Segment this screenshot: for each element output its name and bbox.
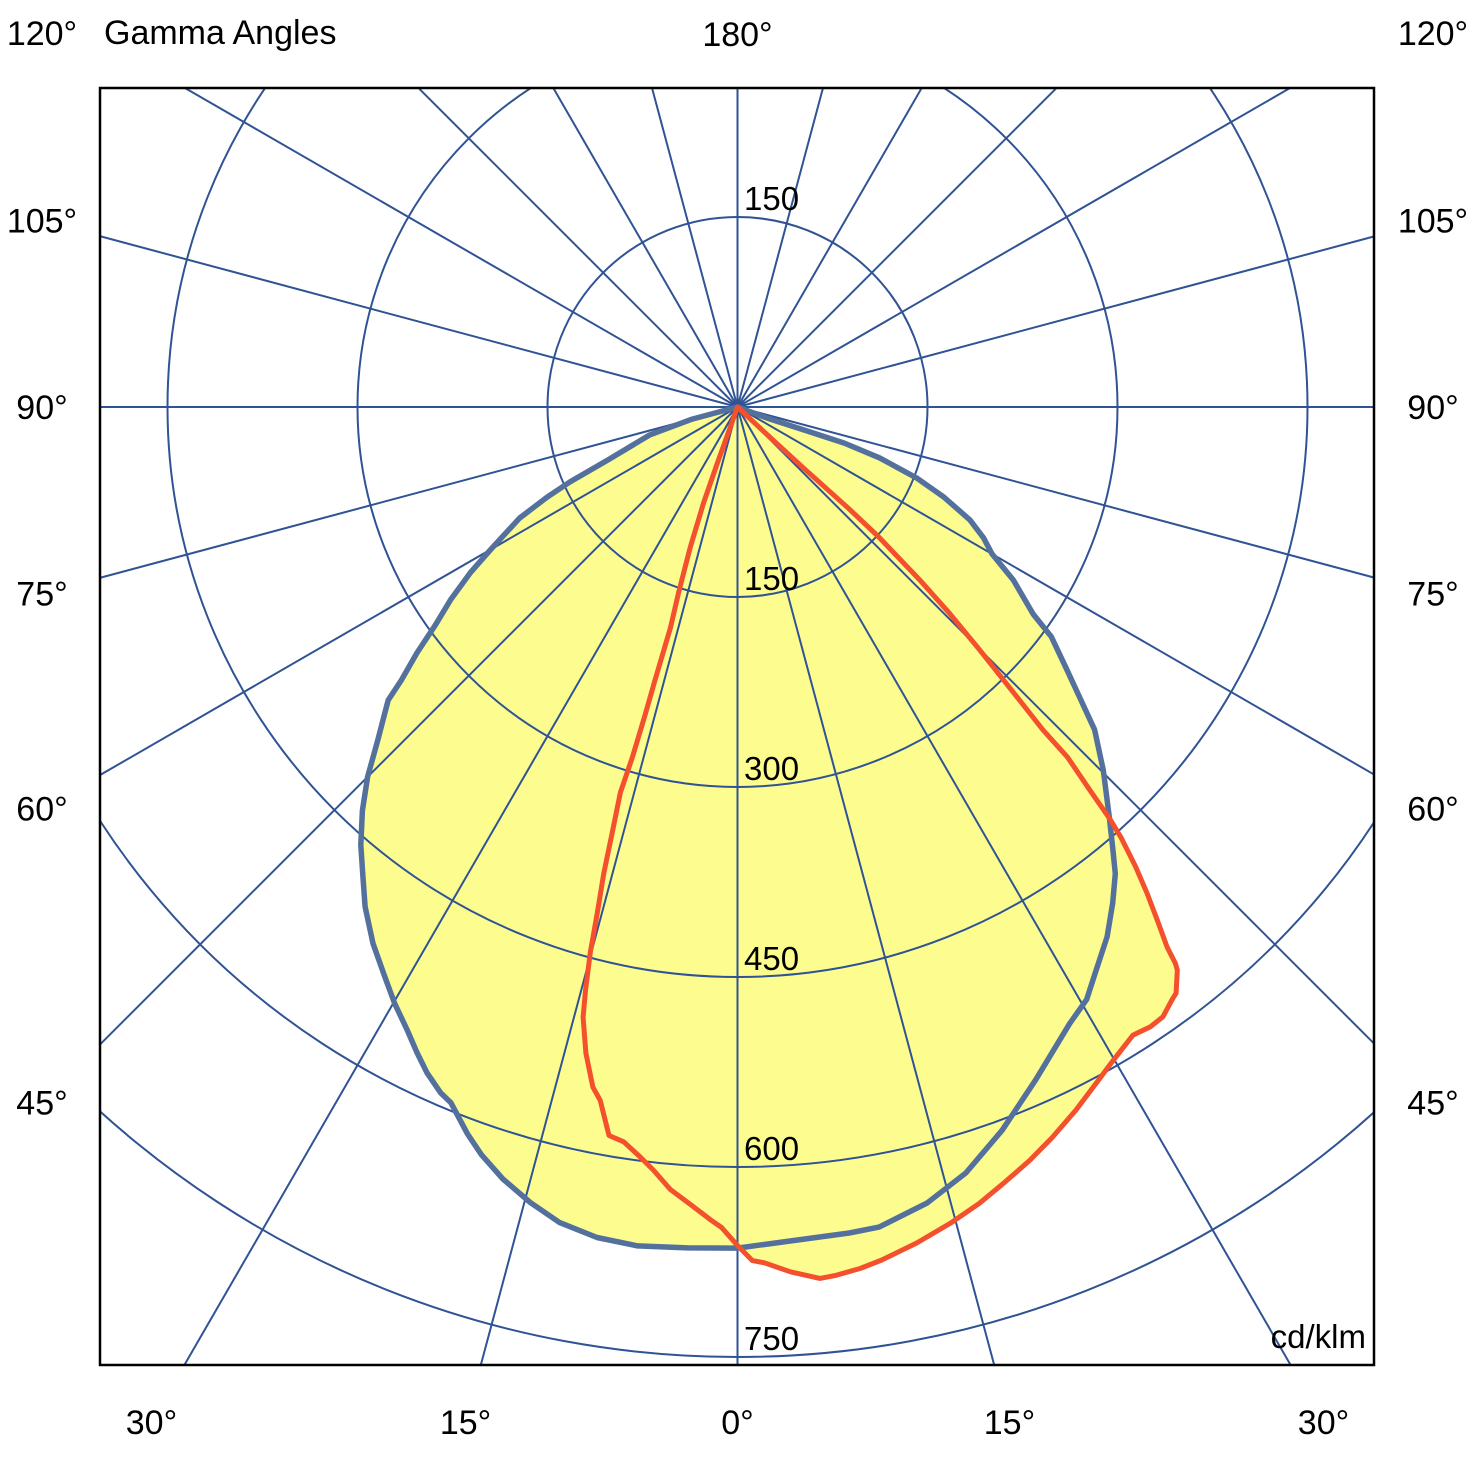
gamma-label-bottom-3: 15° <box>984 1404 1035 1442</box>
grid-ray-240 <box>182 88 738 408</box>
unit-label: cd/klm <box>1270 1318 1366 1355</box>
grid-ray-75 <box>737 406 1374 579</box>
gamma-label-bottom-0: 30° <box>126 1404 177 1442</box>
grid-ray-195 <box>650 88 739 408</box>
grid-ray-30 <box>736 406 1292 1365</box>
grid-ray-60 <box>736 406 1374 776</box>
gamma-label-right-45: 45° <box>1407 1085 1458 1123</box>
ring-label-lower-450: 450 <box>744 940 799 977</box>
gamma-label-left-60: 60° <box>16 791 67 829</box>
grid-ray-15 <box>736 406 996 1365</box>
grid-ray-105 <box>737 235 1374 408</box>
gamma-label-right-120: 120° <box>1398 15 1468 53</box>
gamma-label-right-90: 90° <box>1407 389 1458 427</box>
grid-ray-120 <box>736 88 1293 408</box>
grid-ray-345 <box>479 406 739 1365</box>
gamma-label-left-120: 120° <box>7 15 77 53</box>
grid-ray-45 <box>736 406 1374 1045</box>
grid-ray-300 <box>100 406 738 777</box>
ring-label-lower-600: 600 <box>744 1130 799 1167</box>
grid-ray-285 <box>100 406 738 579</box>
grid-ray-255 <box>100 235 738 408</box>
grid-ray-150 <box>736 88 923 408</box>
chart-title: Gamma Angles <box>104 14 337 52</box>
gamma-label-right-60: 60° <box>1407 791 1458 829</box>
gamma-label-left-105: 105° <box>7 203 77 241</box>
gamma-label-right-75: 75° <box>1407 575 1458 613</box>
ring-label-lower-750: 750 <box>744 1320 799 1357</box>
grid-ray-315 <box>100 406 739 1046</box>
gamma-label-bottom-1: 15° <box>440 1404 491 1442</box>
grid-ray-165 <box>736 88 825 408</box>
ring-label-upper-150: 150 <box>744 180 799 217</box>
gamma-label-right-105: 105° <box>1398 203 1468 241</box>
intensity-fill-1 <box>583 407 1178 1279</box>
grid-ray-135 <box>736 88 1058 408</box>
grid-ray-225 <box>417 88 739 408</box>
intensity-curves <box>358 404 1180 1281</box>
gamma-label-top-180: 180° <box>702 16 772 54</box>
gamma-label-bottom-4: 30° <box>1298 1404 1349 1442</box>
grid-ray-330 <box>183 406 739 1365</box>
gamma-label-left-90: 90° <box>16 389 67 427</box>
ring-label-lower-150: 150 <box>744 560 799 597</box>
gamma-label-left-75: 75° <box>16 575 67 613</box>
plot-border <box>98 86 1376 1367</box>
c90-c270-curve <box>580 404 1180 1281</box>
ring-label-lower-300: 300 <box>744 750 799 787</box>
gamma-label-bottom-2: 0° <box>721 1404 754 1442</box>
grid-ray-210 <box>552 88 739 408</box>
gamma-label-left-45: 45° <box>16 1085 67 1123</box>
c0-c180-curve <box>358 404 1119 1251</box>
